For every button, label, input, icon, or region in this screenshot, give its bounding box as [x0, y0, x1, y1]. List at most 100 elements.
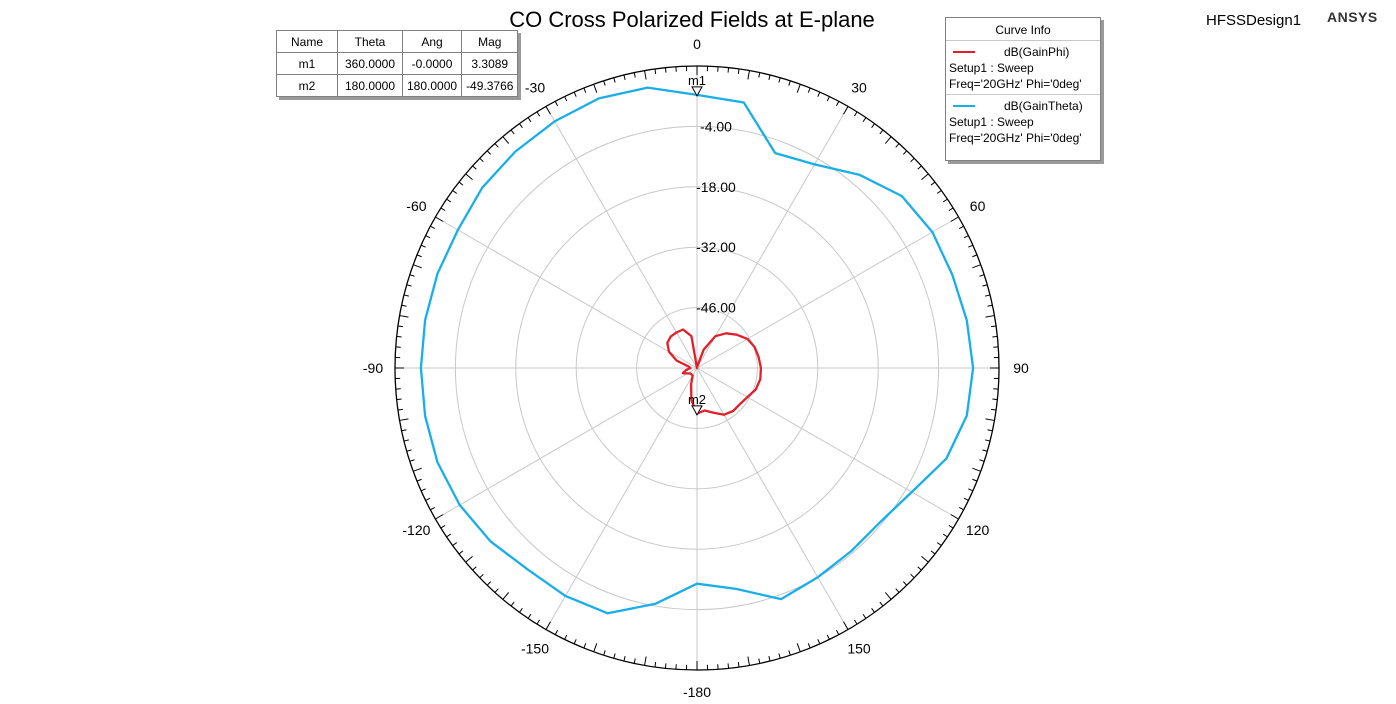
angle-tick-mark [446, 533, 452, 538]
angle-tick-mark [399, 418, 409, 421]
angle-tick-mark [979, 274, 985, 277]
angle-tick-mark [948, 207, 954, 212]
marker-row[interactable]: m1 360.0000 -0.0000 3.3089 [276, 52, 519, 75]
angle-tick-mark [435, 514, 444, 520]
angle-tick-mark [502, 136, 510, 144]
angle-tick-mark [982, 449, 988, 452]
angle-tick-mark [895, 143, 900, 148]
marker-label: m1 [688, 73, 706, 88]
angle-tick-label: 150 [847, 641, 871, 657]
angle-tick-mark [788, 650, 791, 656]
angle-tick-mark [452, 542, 458, 546]
angle-tick-mark [452, 190, 458, 194]
marker-cell: m1 [276, 52, 338, 75]
angle-tick-mark [982, 284, 988, 287]
angle-tick-mark [942, 198, 948, 203]
angle-tick-mark [778, 77, 781, 83]
legend-swatch-gainphi [953, 51, 975, 53]
angle-tick-mark [817, 91, 821, 97]
angle-tick-mark [425, 497, 431, 501]
angle-tick-label: -60 [406, 198, 426, 214]
angle-tick-mark [633, 658, 636, 664]
angle-grid-spoke [696, 367, 959, 520]
angle-tick-mark [879, 129, 884, 135]
angle-tick-mark [399, 315, 409, 318]
angle-tick-mark [397, 408, 403, 411]
angle-tick-mark [884, 136, 892, 144]
angle-tick-mark [494, 588, 499, 593]
curve-info-legend[interactable]: Curve Info dB(GainPhi) Setup1 : Sweep Fr… [945, 17, 1101, 161]
angle-tick-label: -30 [525, 79, 545, 95]
angle-tick-mark [593, 84, 598, 93]
legend-entry-name: dB(GainPhi) [1004, 45, 1070, 59]
angle-tick-mark [879, 601, 884, 607]
angle-tick-mark [435, 216, 444, 222]
angle-tick-mark [545, 106, 551, 115]
angle-tick-mark [862, 613, 867, 619]
legend-entry-setup: Setup1 : Sweep [949, 61, 1034, 75]
angle-tick-mark [796, 84, 801, 93]
legend-entry-gainphi[interactable]: dB(GainPhi) Setup1 : Sweep Freq='20GHz' … [946, 41, 1100, 95]
series-line-gaintheta [419, 86, 975, 615]
angle-tick-mark [826, 634, 830, 640]
angle-tick-mark [991, 325, 997, 328]
angle-tick-mark [564, 634, 568, 640]
angle-tick-mark [727, 663, 730, 669]
angle-tick-mark [536, 111, 541, 117]
angle-tick-label: 60 [970, 198, 986, 214]
angle-tick-mark [902, 581, 908, 586]
angle-tick-mark [593, 643, 598, 652]
angle-tick-mark [413, 467, 422, 472]
angle-tick-mark [527, 613, 532, 619]
angle-tick-mark [985, 294, 991, 297]
angle-tick-mark [465, 555, 473, 563]
legend-entry-gaintheta[interactable]: dB(GainTheta) Setup1 : Sweep Freq='20GHz… [946, 95, 1100, 148]
radial-tick-label: -4.00 [700, 118, 732, 134]
angle-tick-mark [987, 304, 993, 307]
angle-tick-mark [440, 207, 446, 212]
angle-tick-mark [758, 72, 761, 78]
angle-tick-label: -180 [683, 684, 711, 700]
marker-cell: -0.0000 [401, 52, 463, 75]
angle-tick-mark [737, 662, 740, 668]
radial-tick-label: -18.00 [696, 179, 736, 195]
marker-triangle [691, 86, 703, 97]
angle-tick-mark [409, 274, 415, 277]
angle-tick-mark [573, 639, 577, 645]
marker-label: m2 [688, 392, 706, 407]
marker-cell: 3.3089 [461, 52, 519, 75]
angle-tick-mark [921, 555, 929, 563]
angle-tick-mark [420, 244, 426, 248]
angle-tick-mark [573, 91, 577, 97]
marker-table: Name Theta Ang Mag m1 360.0000 -0.0000 3… [276, 30, 519, 97]
marker-row[interactable]: m2 180.0000 180.0000 -49.3766 [276, 74, 519, 97]
angle-grid-spoke [435, 367, 698, 520]
angle-tick-label: 120 [966, 522, 990, 538]
angle-tick-mark [403, 439, 409, 442]
angle-tick-label: 30 [851, 79, 867, 95]
angle-tick-mark [985, 315, 995, 318]
marker-cell: -49.3766 [461, 74, 519, 97]
marker-cell: 360.0000 [337, 52, 403, 75]
angle-tick-mark [396, 335, 402, 338]
angle-tick-mark [502, 592, 510, 600]
angle-tick-mark [972, 264, 981, 269]
angle-tick-mark [458, 550, 464, 555]
angle-tick-mark [768, 656, 771, 662]
radial-tick-label: -32.00 [696, 239, 736, 255]
angle-tick-label: 0 [693, 36, 701, 52]
angle-tick-mark [884, 592, 892, 600]
angle-tick-mark [950, 514, 959, 520]
angle-tick-mark [817, 639, 821, 645]
angle-tick-mark [902, 150, 908, 155]
angle-tick-mark [613, 77, 616, 83]
angle-tick-mark [807, 643, 811, 649]
angle-tick-mark [910, 157, 915, 163]
angle-tick-mark [835, 101, 840, 106]
angle-tick-label: 90 [1013, 360, 1029, 376]
chart-title: CO Cross Polarized Fields at E-plane [509, 7, 875, 32]
angle-tick-mark [942, 533, 948, 538]
angle-tick-mark [510, 129, 515, 135]
angle-tick-mark [613, 653, 616, 659]
angle-tick-mark [465, 173, 473, 181]
